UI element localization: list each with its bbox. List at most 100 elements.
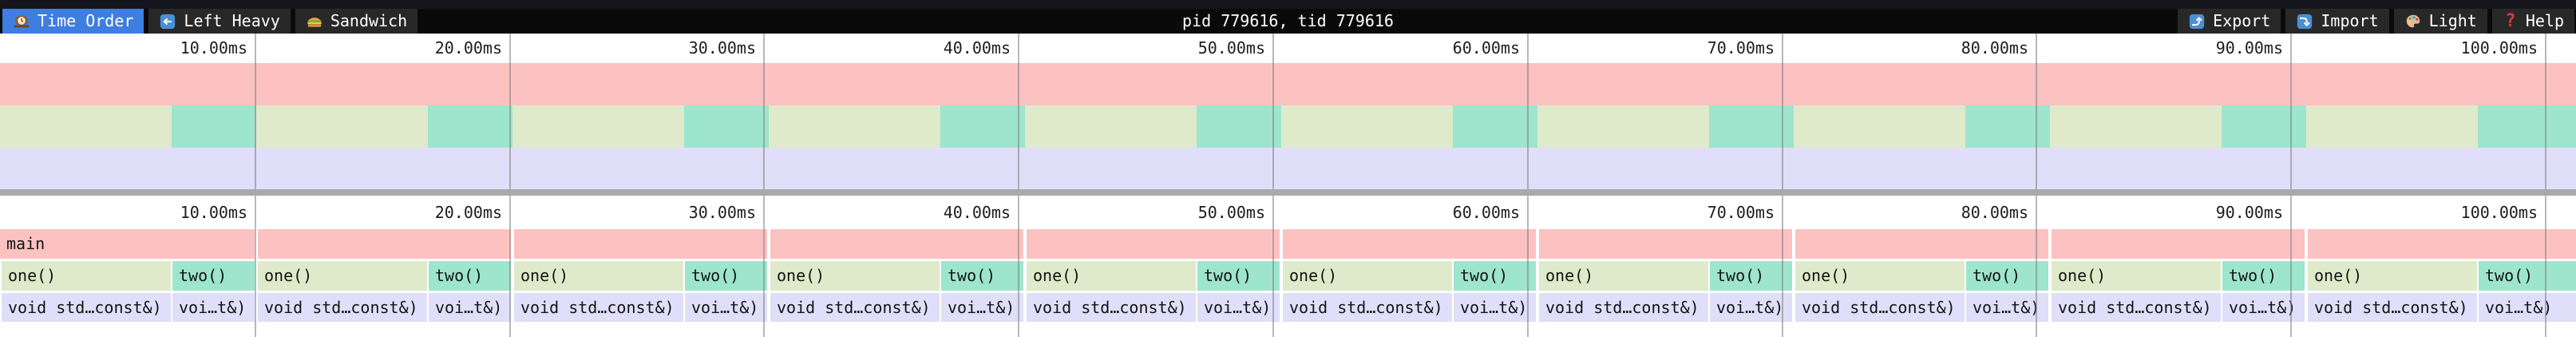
frame-two-label: two() (179, 266, 228, 285)
tick-label-top: 40.00ms (943, 38, 1011, 57)
tick-label-top: 100.00ms (2460, 38, 2538, 57)
frame-label-main: main (6, 234, 46, 253)
gridline-detail (255, 196, 256, 337)
frame-boundary-gap (2048, 229, 2052, 259)
frame-one[interactable]: one() (1539, 261, 1708, 291)
frame-two-label: two() (1204, 266, 1252, 285)
frame-void-narrow[interactable]: voi…t&) (2479, 293, 2576, 322)
frame-void-narrow[interactable]: voi…t&) (172, 293, 255, 322)
tick-label-detail: 40.00ms (943, 203, 1011, 222)
gridline-minimap (509, 34, 511, 189)
frame-void-narrow-label: voi…t&) (2485, 298, 2553, 317)
frame-one[interactable]: one() (1027, 261, 1196, 291)
frame-one-label: one() (1033, 266, 1082, 285)
frame-one-label: one() (1802, 266, 1850, 285)
frame-one[interactable]: one() (2308, 261, 2477, 291)
tick-label-detail: 30.00ms (688, 203, 756, 222)
tick-label-detail: 70.00ms (1707, 203, 1775, 222)
frame-void-wide-label: void std…const&) (8, 298, 162, 317)
action-theme[interactable]: Light (2393, 9, 2487, 34)
frame-void-narrow[interactable]: voi…t&) (1454, 293, 1536, 322)
frame-one[interactable]: one() (2, 261, 171, 291)
frame-void-wide[interactable]: void std…const&) (514, 293, 683, 322)
frame-two[interactable]: two() (1454, 261, 1536, 291)
left-arrow-icon (159, 13, 176, 30)
frame-one[interactable]: one() (1795, 261, 1965, 291)
frame-void-wide-label: void std…const&) (264, 298, 418, 317)
tab-left-heavy[interactable]: Left Heavy (148, 9, 291, 34)
frame-void-wide-label: void std…const&) (777, 298, 931, 317)
action-label-export: Export (2213, 11, 2271, 30)
frame-void-narrow[interactable]: voi…t&) (1197, 293, 1280, 322)
frame-one[interactable]: one() (514, 261, 683, 291)
view-tabs: Time Order Left Heavy Sandwich (2, 9, 422, 34)
frame-void-narrow[interactable]: voi…t&) (941, 293, 1023, 322)
action-label-import: Import (2321, 11, 2379, 30)
minimap-two-block (1453, 105, 1537, 148)
frame-void-wide[interactable]: void std…const&) (2308, 293, 2477, 322)
frame-void-wide-label: void std…const&) (1802, 298, 1956, 317)
tick-label-detail: 60.00ms (1452, 203, 1520, 222)
palette-icon (2404, 13, 2422, 30)
frame-one[interactable]: one() (1283, 261, 1452, 291)
frame-void-narrow-label: voi…t&) (1973, 298, 2040, 317)
frame-void-wide[interactable]: void std…const&) (258, 293, 427, 322)
frame-two[interactable]: two() (1966, 261, 2048, 291)
minimap-two-block (1709, 105, 1794, 148)
minimap-band-one (0, 105, 2576, 148)
frame-two[interactable]: two() (2479, 261, 2576, 291)
tick-label-top: 90.00ms (2215, 38, 2283, 57)
frame-void-wide[interactable]: void std…const&) (2, 293, 171, 322)
frame-two[interactable]: two() (1710, 261, 1792, 291)
frame-main[interactable]: main (0, 229, 2576, 259)
frame-two[interactable]: two() (1197, 261, 1280, 291)
gridline-detail (1782, 196, 1783, 337)
frame-one[interactable]: one() (258, 261, 427, 291)
frame-void-narrow[interactable]: voi…t&) (1710, 293, 1792, 322)
frame-two[interactable]: two() (429, 261, 511, 291)
frame-two-label: two() (1716, 266, 1765, 285)
tick-label-top: 80.00ms (1961, 38, 2028, 57)
tab-sandwich[interactable]: Sandwich (295, 9, 418, 34)
frame-void-wide[interactable]: void std…const&) (1539, 293, 1708, 322)
frame-void-wide[interactable]: void std…const&) (2052, 293, 2221, 322)
frame-two[interactable]: two() (2222, 261, 2305, 291)
frame-boundary-gap (1023, 229, 1027, 259)
tab-label-time-order: Time Order (38, 11, 134, 30)
frame-void-narrow[interactable]: voi…t&) (1966, 293, 2048, 322)
gridline-minimap (255, 34, 256, 189)
tick-label-detail: 50.00ms (1197, 203, 1265, 222)
frame-void-wide[interactable]: void std…const&) (1795, 293, 1965, 322)
frame-one-label: one() (8, 266, 57, 285)
gridline-detail (1018, 196, 1019, 337)
frame-two-label: two() (948, 266, 996, 285)
frame-two[interactable]: two() (685, 261, 767, 291)
minimap-two-block (2222, 105, 2306, 148)
frame-void-wide[interactable]: void std…const&) (1027, 293, 1196, 322)
frame-boundary-gap (767, 229, 770, 259)
frame-void-wide-label: void std…const&) (1289, 298, 1443, 317)
action-help[interactable]: ? Help (2491, 9, 2574, 34)
tab-time-order[interactable]: Time Order (2, 9, 144, 34)
frame-two[interactable]: two() (941, 261, 1023, 291)
tick-label-top: 10.00ms (180, 38, 247, 57)
action-export[interactable]: Export (2178, 9, 2281, 34)
frame-one[interactable]: one() (2052, 261, 2221, 291)
frame-one-label: one() (264, 266, 313, 285)
frame-void-wide[interactable]: void std…const&) (1283, 293, 1452, 322)
frame-void-narrow[interactable]: voi…t&) (429, 293, 511, 322)
gridline-minimap (1272, 34, 1274, 189)
frame-void-narrow[interactable]: voi…t&) (685, 293, 767, 322)
action-import[interactable]: Import (2285, 9, 2389, 34)
frame-void-narrow-label: voi…t&) (1460, 298, 1528, 317)
frame-void-narrow[interactable]: voi…t&) (2222, 293, 2305, 322)
minimap-two-block (1197, 105, 1281, 148)
frame-two[interactable]: two() (172, 261, 255, 291)
frame-void-narrow-label: voi…t&) (948, 298, 1015, 317)
frame-void-narrow-label: voi…t&) (691, 298, 759, 317)
frame-void-wide[interactable]: void std…const&) (770, 293, 940, 322)
frame-one[interactable]: one() (770, 261, 940, 291)
minimap-two-block (2478, 105, 2576, 148)
frame-boundary-gap (1536, 229, 1539, 259)
frame-boundary-gap (1280, 229, 1283, 259)
